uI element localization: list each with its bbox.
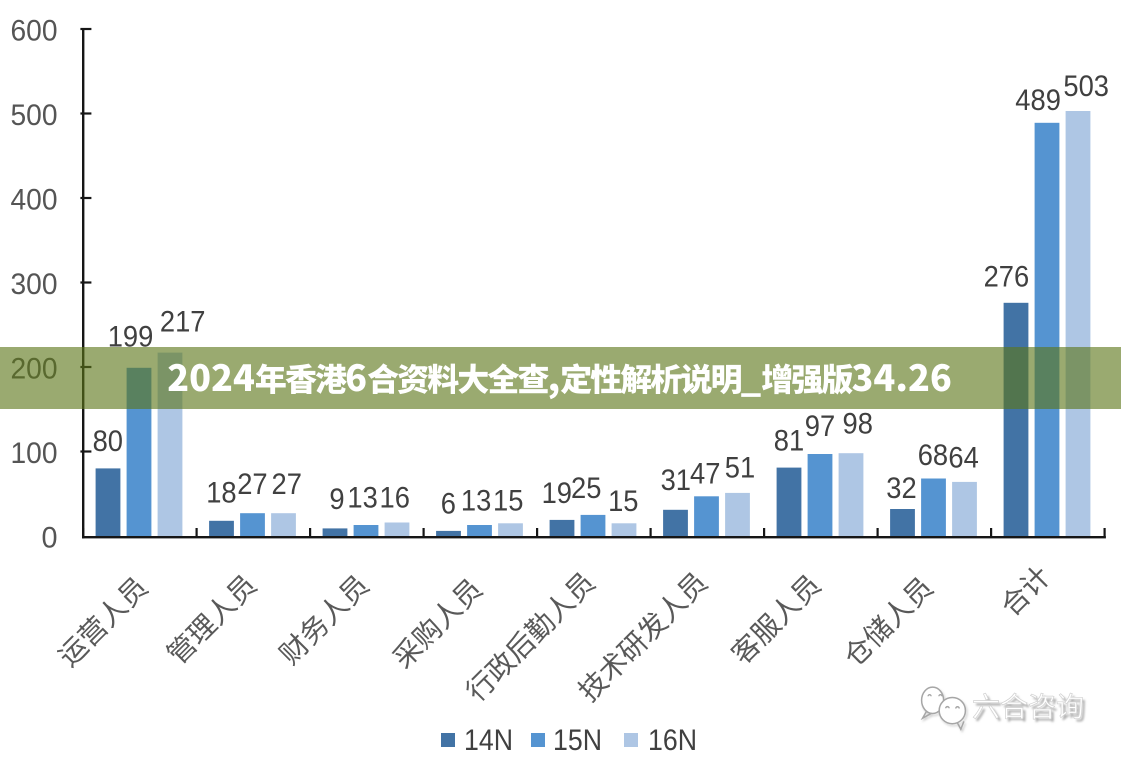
svg-text:100: 100 bbox=[11, 437, 58, 470]
svg-text:25: 25 bbox=[571, 472, 601, 505]
svg-text:500: 500 bbox=[11, 99, 58, 132]
svg-text:32: 32 bbox=[886, 472, 916, 505]
svg-text:600: 600 bbox=[11, 15, 58, 48]
svg-text:98: 98 bbox=[843, 408, 873, 441]
svg-text:64: 64 bbox=[948, 441, 978, 474]
svg-text:15: 15 bbox=[493, 485, 523, 518]
svg-text:68: 68 bbox=[918, 439, 948, 472]
svg-text:9: 9 bbox=[329, 483, 344, 516]
svg-text:15N: 15N bbox=[553, 724, 602, 757]
svg-text:13: 13 bbox=[347, 482, 377, 515]
svg-text:31: 31 bbox=[661, 464, 691, 497]
svg-text:13: 13 bbox=[461, 485, 491, 518]
svg-text:18: 18 bbox=[206, 477, 236, 510]
svg-text:80: 80 bbox=[93, 425, 123, 458]
svg-text:47: 47 bbox=[690, 458, 720, 491]
svg-text:503: 503 bbox=[1063, 70, 1109, 103]
svg-text:300: 300 bbox=[11, 268, 58, 301]
svg-text:16N: 16N bbox=[648, 724, 697, 757]
svg-text:14N: 14N bbox=[464, 724, 513, 757]
svg-text:81: 81 bbox=[774, 425, 804, 458]
svg-text:27: 27 bbox=[272, 468, 302, 501]
svg-text:51: 51 bbox=[725, 452, 755, 485]
svg-text:400: 400 bbox=[11, 184, 58, 217]
svg-text:15: 15 bbox=[608, 485, 638, 518]
svg-text:0: 0 bbox=[42, 522, 58, 555]
svg-text:97: 97 bbox=[805, 410, 835, 443]
svg-text:19: 19 bbox=[542, 477, 572, 510]
svg-text:217: 217 bbox=[160, 305, 206, 338]
svg-text:489: 489 bbox=[1015, 84, 1061, 117]
svg-text:16: 16 bbox=[380, 482, 410, 515]
svg-text:6: 6 bbox=[441, 487, 456, 520]
svg-text:27: 27 bbox=[237, 468, 267, 501]
svg-text:276: 276 bbox=[984, 261, 1030, 294]
